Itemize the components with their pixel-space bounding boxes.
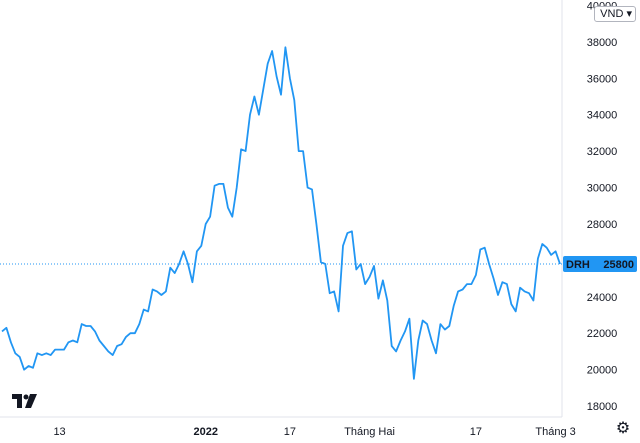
chevron-down-icon: ▾ (626, 8, 632, 20)
y-tick-label: 18000 (587, 401, 618, 413)
gear-icon[interactable]: ⚙ (615, 418, 631, 437)
x-axis-labels: 13 2022 17 Tháng Hai 17 Tháng 3 (53, 426, 575, 438)
y-tick-label: 32000 (587, 146, 618, 158)
y-tick-label: 24000 (587, 292, 618, 304)
y-tick-label: 20000 (587, 365, 618, 377)
x-tick-label: Tháng 3 (535, 426, 575, 438)
currency-label: VND (600, 8, 624, 20)
last-price-tag-bg (563, 256, 637, 273)
x-tick-label: 2022 (193, 426, 217, 438)
last-price-value: 25800 (603, 259, 634, 271)
tradingview-logo (12, 394, 37, 408)
last-price-tag: DRH 25800 (563, 256, 637, 273)
y-tick-label: 36000 (587, 73, 618, 85)
last-price-symbol: DRH (566, 259, 590, 271)
y-axis-labels: 1800020000220002400026000280003000032000… (587, 0, 618, 413)
y-tick-label: 34000 (587, 110, 618, 122)
x-tick-label: 17 (284, 426, 296, 438)
y-tick-label: 28000 (587, 219, 618, 231)
y-tick-label: 30000 (587, 183, 618, 195)
x-tick-label: Tháng Hai (344, 426, 395, 438)
x-tick-label: 17 (470, 426, 482, 438)
currency-selector[interactable]: VND ▾ (594, 6, 636, 22)
series-line (1, 46, 561, 380)
x-tick-label: 13 (53, 426, 65, 438)
y-tick-label: 38000 (587, 37, 618, 49)
y-tick-label: 22000 (587, 328, 618, 340)
series-layer (1, 46, 561, 380)
